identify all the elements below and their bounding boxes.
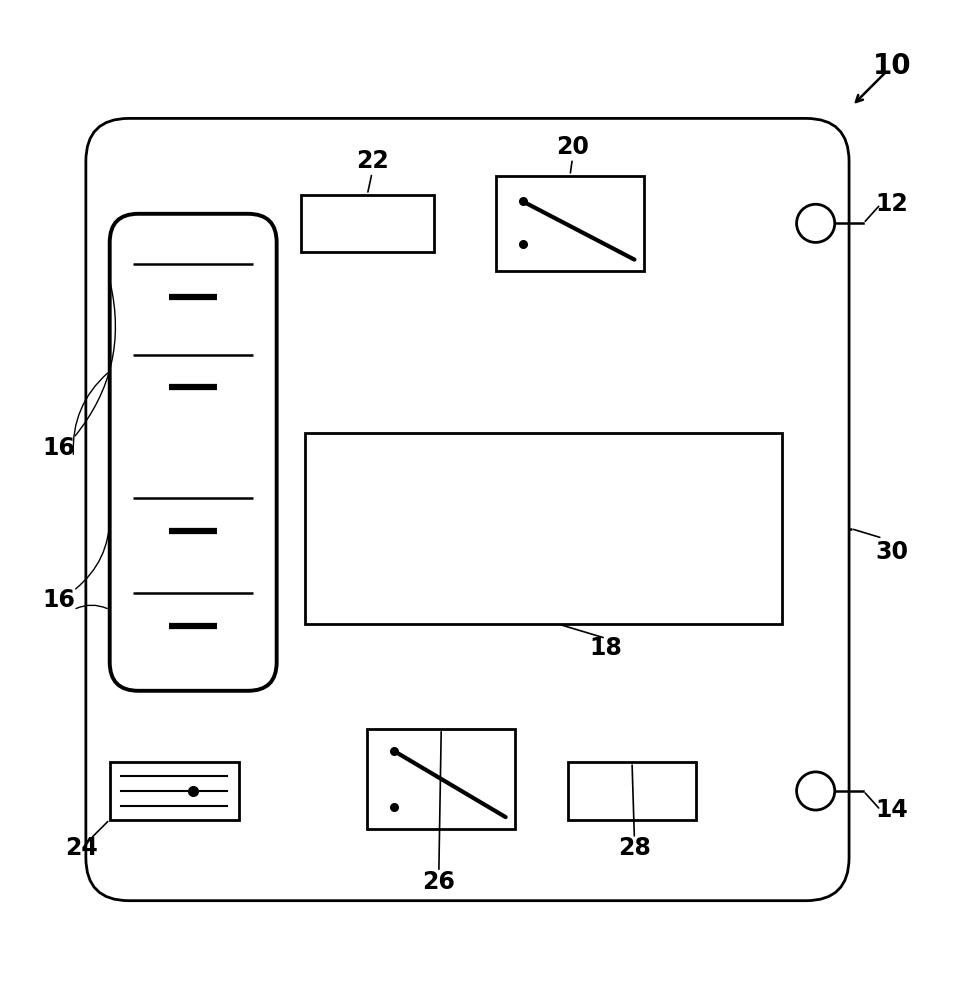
Bar — [305, 433, 781, 624]
Text: 30: 30 — [875, 540, 907, 564]
Text: 12: 12 — [875, 192, 907, 216]
Text: 24: 24 — [65, 836, 97, 860]
Bar — [300, 195, 434, 252]
FancyBboxPatch shape — [86, 118, 848, 901]
Text: 20: 20 — [556, 135, 588, 159]
Bar — [367, 729, 515, 829]
Text: 14: 14 — [875, 798, 907, 822]
Bar — [567, 762, 696, 820]
Text: 16: 16 — [43, 436, 75, 460]
Bar — [496, 176, 643, 271]
Circle shape — [796, 772, 834, 810]
Text: 16: 16 — [43, 588, 75, 612]
Bar — [110, 762, 238, 820]
Text: 28: 28 — [618, 836, 650, 860]
Text: 18: 18 — [589, 636, 621, 660]
FancyBboxPatch shape — [110, 214, 276, 691]
Circle shape — [796, 204, 834, 242]
Text: 22: 22 — [355, 149, 388, 173]
Text: 10: 10 — [872, 52, 910, 80]
Text: 26: 26 — [422, 870, 455, 894]
